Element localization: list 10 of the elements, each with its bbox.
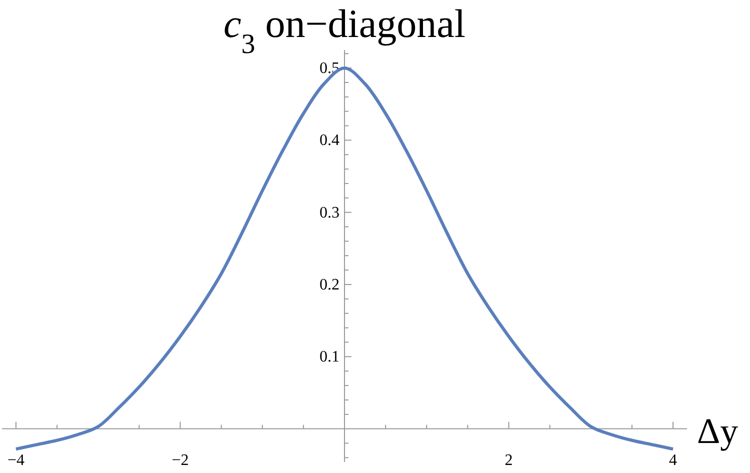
y-tick-label: 0.2 [320,276,340,294]
x-axis-title: Δy [697,410,738,451]
x-tick-label: −2 [172,452,189,469]
x-tick-label: 4 [669,452,678,469]
x-tick-label: 2 [504,452,513,469]
y-tick-label: 0.4 [320,132,340,150]
chart-title: c$_{3}$ on−diagonal [223,1,466,60]
y-tick-label: 0.1 [320,348,340,366]
y-tick-label: 0.3 [320,204,340,222]
x-tick-label: −4 [7,452,24,469]
